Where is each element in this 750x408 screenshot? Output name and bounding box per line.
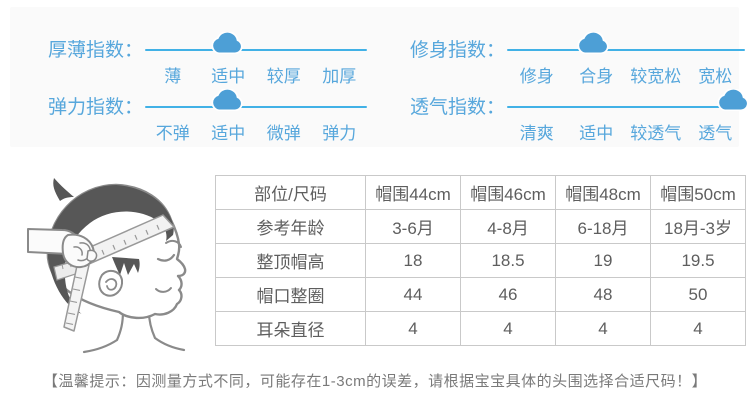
table-cell: 18月-3岁 (650, 209, 746, 244)
scale-option: 薄 (164, 67, 182, 86)
index-row-1: 修身指数： 修身 合身 较宽松 宽松 (410, 30, 745, 95)
table-cell: 48 (555, 277, 651, 312)
scale-option: 不弹 (155, 124, 190, 143)
index-label: 透气指数： (410, 97, 506, 118)
table-header-cell: 帽围46cm (460, 175, 556, 210)
size-table: 部位/尺码 帽围44cm 帽围46cm 帽围48cm 帽围50cm 参考年龄 3-6月 4-… (215, 175, 746, 346)
table-cell: 50 (650, 277, 746, 312)
index-label: 厚薄指数： (48, 40, 144, 61)
table-header-cell: 帽围48cm (555, 175, 651, 210)
table-row: 整顶帽高 18 18.5 19 19.5 (215, 243, 746, 278)
index-row-3: 透气指数： 清爽 适中 较透气 透气 (410, 87, 749, 152)
scale-option: 宽松 (698, 67, 733, 86)
index-scale: 清爽 适中 较透气 透气 (507, 87, 749, 152)
baby-head-illustration (27, 178, 187, 354)
table-cell: 4 (650, 311, 746, 346)
table-cell: 4 (555, 311, 651, 346)
table-header-cell: 帽围50cm (650, 175, 746, 210)
table-row-label: 整顶帽高 (215, 243, 366, 278)
hair (47, 185, 174, 314)
scale-option: 微弹 (266, 124, 301, 143)
cloud-marker-icon (717, 87, 749, 112)
cloud-marker (717, 87, 750, 112)
table-cell: 19 (555, 243, 651, 278)
scale-line (145, 49, 367, 51)
scale-options: 不弹 适中 微弹 弹力 (145, 124, 367, 144)
scale-option: 修身 (519, 67, 554, 86)
scale-option: 透气 (698, 124, 733, 143)
scale-line (507, 106, 745, 108)
scale-options: 薄 适中 较厚 加厚 (145, 67, 367, 87)
table-row: 参考年龄 3-6月 4-8月 6-18月 18月-3岁 (215, 209, 746, 244)
scale-line (507, 49, 745, 51)
table-cell: 18.5 (460, 243, 556, 278)
scale-option: 较透气 (630, 124, 682, 143)
scale-option: 适中 (211, 67, 246, 86)
table-row: 帽口整圈 44 46 48 50 (215, 277, 746, 312)
table-header-row: 部位/尺码 帽围44cm 帽围46cm 帽围48cm 帽围50cm (215, 175, 746, 210)
index-row-2: 弹力指数： 不弹 适中 微弹 弹力 (48, 87, 367, 152)
cloud-marker (211, 87, 244, 112)
table-cell: 44 (365, 277, 461, 312)
index-label: 修身指数： (410, 40, 506, 61)
table-row: 耳朵直径 4 4 4 4 (215, 311, 746, 346)
scale-option: 加厚 (322, 67, 357, 86)
cloud-marker (211, 30, 244, 55)
index-scale: 修身 合身 较宽松 宽松 (507, 30, 745, 95)
table-cell: 4-8月 (460, 209, 556, 244)
table-cell: 19.5 (650, 243, 746, 278)
scale-option: 合身 (579, 67, 614, 86)
scale-option: 较厚 (266, 67, 301, 86)
scale-option: 适中 (211, 124, 246, 143)
cloud-marker-icon (577, 30, 609, 55)
cloud-marker-icon (211, 30, 243, 55)
table-cell: 4 (460, 311, 556, 346)
index-scale: 不弹 适中 微弹 弹力 (145, 87, 367, 152)
table-header-cell: 部位/尺码 (215, 175, 366, 210)
cloud-marker (576, 30, 609, 55)
index-panel: 厚薄指数： 薄适中 较厚 加厚 修身指数： 修身 合身 较宽松 宽松 弹力指数： 不弹 适中 微弹… (10, 7, 749, 147)
table-cell: 6-18月 (555, 209, 651, 244)
scale-options: 修身 合身 较宽松 宽松 (507, 67, 745, 87)
scale-option: 适中 (579, 124, 614, 143)
table-row-label: 耳朵直径 (215, 311, 366, 346)
scale-option: 较宽松 (630, 67, 682, 86)
index-row-0: 厚薄指数： 薄 适中 较厚 加厚 (48, 30, 367, 95)
scale-line (145, 106, 367, 108)
baby-head-group (27, 178, 187, 354)
scale-options: 清爽 适中 较透气 透气 (507, 124, 745, 144)
table-row-label: 参考年龄 (215, 209, 366, 244)
size-tip: 【温馨提示：因测量方式不同，可能存在1-3cm的误差，请根据宝宝具体的头围选择合… (42, 373, 708, 390)
table-header-cell: 帽围44cm (365, 175, 461, 210)
table-row-label: 帽口整圈 (215, 277, 366, 312)
table-cell: 3-6月 (365, 209, 461, 244)
scale-option: 清爽 (519, 124, 554, 143)
cloud-marker-icon (211, 87, 243, 112)
table-cell: 46 (460, 277, 556, 312)
scale-option: 弹力 (322, 124, 357, 143)
table-cell: 18 (365, 243, 461, 278)
table-cell: 4 (365, 311, 461, 346)
index-label: 弹力指数： (48, 97, 144, 118)
index-scale: 薄 适中 较厚 加厚 (145, 30, 367, 95)
